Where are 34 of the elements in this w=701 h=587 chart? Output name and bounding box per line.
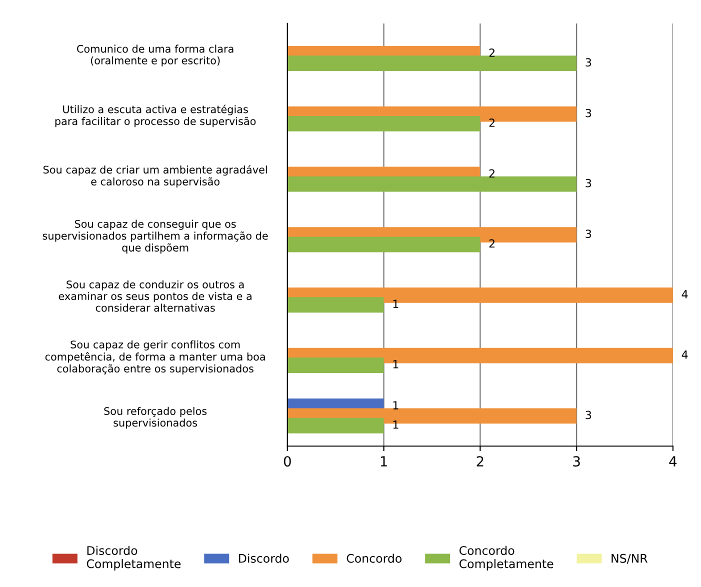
y-tick-label: Sou capaz de gerir conflitos com competência, de forma a manter uma boa colaboração entre os supervisionados (45, 340, 265, 375)
x-tick-label: 0 (284, 456, 291, 467)
y-tick-label: Sou reforçado pelos supervisionados (104, 406, 207, 429)
bar (287, 56, 577, 72)
bar (287, 236, 480, 252)
legend-label: Discordo (239, 554, 289, 563)
data-label: 3 (586, 230, 592, 238)
data-label: 4 (682, 290, 688, 298)
y-tick-label: Sou capaz de conseguir que os supervisionados partilhem a informação de que dispõem (42, 220, 268, 254)
x-tick-label: 4 (669, 456, 677, 466)
y-tick-label: Sou capaz de conduzir os outros a examinar os seus pontos de vista e a considerar alternativas (58, 280, 252, 312)
data-label: 2 (489, 169, 494, 178)
y-tick-label: Sou capaz de criar um ambiente agradável e caloroso na supervisão (43, 165, 267, 188)
bar (287, 418, 384, 434)
legend-label: Concordo (346, 554, 402, 563)
data-label: 2 (489, 48, 494, 57)
bar (287, 116, 480, 132)
y-tick-label: Utilizo a escuta activa e estratégias para facilitar o processo de supervisão (55, 104, 256, 128)
bar (287, 297, 384, 313)
legend-label: Discordo Completamente (86, 546, 181, 571)
data-label: 3 (586, 58, 592, 67)
bar (287, 357, 384, 373)
legend-label: NS/NR (612, 554, 648, 564)
x-tick-label: 2 (476, 456, 484, 466)
bar (287, 176, 577, 192)
data-label: 3 (586, 178, 592, 188)
data-label: 1 (393, 401, 398, 410)
x-tick-label: 1 (380, 456, 387, 466)
legend-label: Concordo Completamente (460, 546, 554, 571)
data-label: 4 (682, 350, 688, 359)
x-tick-label: 3 (573, 456, 580, 467)
data-label: 3 (586, 108, 592, 118)
y-tick-label: Comunico de uma forma clara (oralmente e por escrito) (77, 44, 234, 66)
data-label: 3 (586, 410, 592, 420)
